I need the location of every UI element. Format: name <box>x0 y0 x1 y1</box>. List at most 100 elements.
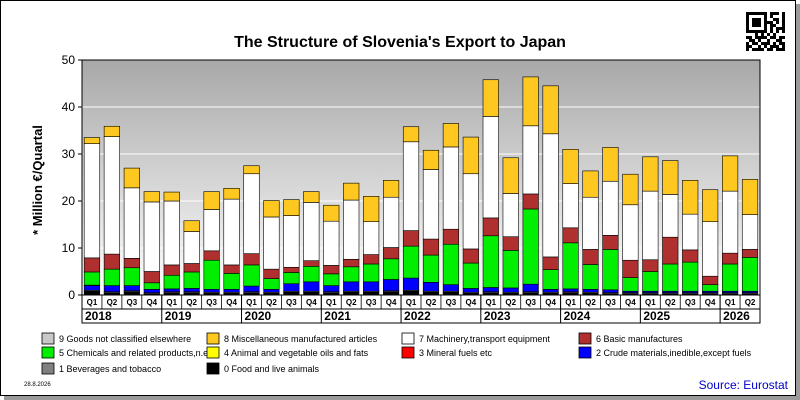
qr-module <box>752 21 755 24</box>
legend-label: 2 Crude materials,inedible,except fuels <box>596 348 752 358</box>
qr-module <box>779 36 782 39</box>
qr-module <box>773 33 776 36</box>
bar-segment <box>642 259 659 272</box>
bar-segment <box>482 235 499 288</box>
bar-segment <box>562 227 579 244</box>
legend-swatch <box>41 362 55 375</box>
qr-module <box>758 39 761 42</box>
bar-segment <box>123 267 140 286</box>
bar-segment <box>622 204 639 261</box>
qr-module <box>782 45 785 48</box>
bar-segment <box>462 173 479 250</box>
year-label: 2019 <box>165 309 192 323</box>
bar-segment <box>602 249 619 291</box>
bar-segment <box>103 268 120 286</box>
x-axis: Q1 Q2 Q3 Q4 Q1 Q2 Q3 Q4 Q1 Q2 Q3 Q4 Q1 Q2 Q3 Q4 Q1 Q2 Q3 Q4… <box>81 294 761 324</box>
bar-segment <box>402 126 420 143</box>
bar-segment <box>183 271 200 289</box>
qr-module <box>761 33 764 36</box>
bar-segment <box>462 262 479 289</box>
qr-module <box>755 30 758 33</box>
qr-module <box>770 27 773 30</box>
bar-segment <box>103 253 120 270</box>
legend: 9 Goods not classified elsewhere 8 Miscel… <box>41 332 752 375</box>
bar-segment <box>203 259 220 290</box>
x-tick-label: Q2 <box>585 298 596 307</box>
qr-module <box>761 48 764 51</box>
bar-segment <box>462 136 479 175</box>
qr-module <box>770 30 773 33</box>
bar-segment <box>343 281 360 292</box>
qr-module <box>770 15 773 18</box>
date-stamp: 28.8.2026 <box>24 382 51 388</box>
bar-segment <box>442 123 459 148</box>
bar-segment <box>103 125 120 137</box>
x-tick-label: Q1 <box>565 298 576 307</box>
bar-segment <box>323 285 340 293</box>
qr-module <box>755 48 758 51</box>
bar-segment <box>183 263 200 273</box>
x-tick-label: Q2 <box>346 298 357 307</box>
bar-segment <box>642 271 659 292</box>
year-label: 2024 <box>564 309 591 323</box>
bars <box>83 76 759 296</box>
bar-segment <box>83 137 101 144</box>
x-tick-label: Q4 <box>226 298 237 307</box>
legend-label: 4 Animal and vegetable oils and fats <box>224 348 369 358</box>
bar-segment <box>303 266 320 283</box>
bar-segment <box>522 125 539 195</box>
bar-segment <box>442 228 459 245</box>
bar-segment <box>622 259 639 278</box>
qr-module <box>749 12 752 15</box>
bar-segment <box>482 287 499 293</box>
qr-module <box>779 39 782 42</box>
qr-module <box>758 48 761 51</box>
qr-module <box>758 18 761 21</box>
qr-module <box>755 24 758 27</box>
bar-segment <box>482 79 499 117</box>
qr-module <box>776 27 779 30</box>
bar-segment <box>363 254 380 265</box>
qr-module <box>776 48 779 51</box>
x-tick-label: Q4 <box>705 298 716 307</box>
bar-segment <box>363 196 380 222</box>
bar-segment <box>562 149 579 184</box>
qr-module <box>752 42 755 45</box>
qr-module <box>752 12 755 15</box>
legend-swatch <box>41 346 55 359</box>
bar-segment <box>422 254 440 283</box>
qr-module <box>746 27 749 30</box>
bar-segment <box>143 191 160 203</box>
x-tick-label: Q4 <box>466 298 477 307</box>
bar-segment <box>203 289 220 293</box>
bar-segment <box>582 264 599 290</box>
qr-module <box>746 15 749 18</box>
qr-module <box>767 21 770 24</box>
bar-segment <box>702 189 719 222</box>
bar-segment <box>502 193 519 238</box>
bar-segment <box>283 199 300 216</box>
x-tick-label: Q2 <box>266 298 277 307</box>
x-tick-label: Q4 <box>625 298 636 307</box>
x-tick-label: Q4 <box>306 298 317 307</box>
bar-segment <box>462 288 479 293</box>
bar-segment <box>203 191 220 210</box>
qr-module <box>746 30 749 33</box>
y-tick-label: 10 <box>62 241 76 255</box>
bar-segment <box>682 180 699 215</box>
bar-segment <box>422 169 440 240</box>
bar-segment <box>83 290 101 296</box>
qr-module <box>755 12 758 15</box>
bar-segment <box>103 136 120 255</box>
qr-module <box>782 18 785 21</box>
bar-segment <box>283 283 300 292</box>
qr-module <box>752 18 755 21</box>
bar-segment <box>123 285 140 292</box>
bar-segment <box>243 165 260 175</box>
bar-segment <box>662 236 679 265</box>
year-label: 2023 <box>484 309 511 323</box>
qr-module <box>782 48 785 51</box>
legend-label: 3 Mineral fuels etc <box>419 348 493 358</box>
bar-segment <box>203 250 220 261</box>
qr-module <box>755 21 758 24</box>
